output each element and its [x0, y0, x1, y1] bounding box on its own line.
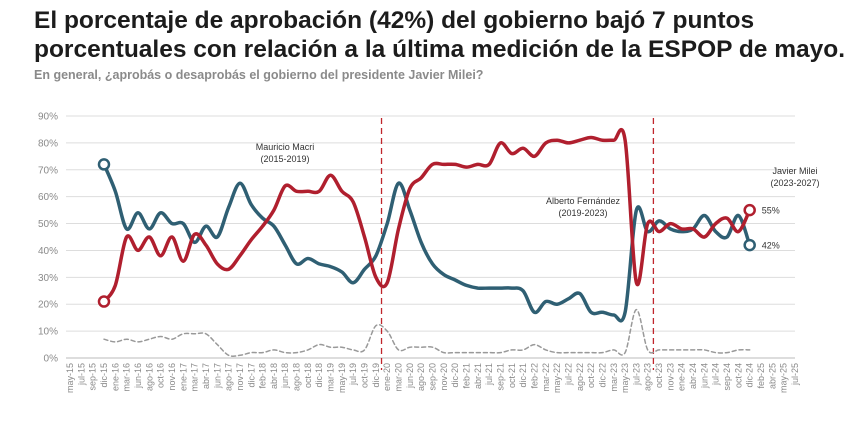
x-tick-label: jul-19 — [348, 363, 358, 386]
term-annotation-line: Javier Milei — [772, 166, 817, 176]
term-annotation-line: Mauricio Macri — [256, 142, 315, 152]
y-tick-label: 70% — [38, 165, 58, 176]
y-tick-label: 50% — [38, 219, 58, 230]
term-annotation-line: (2023-2027) — [770, 178, 819, 188]
nsnc-series-line — [103, 308, 751, 357]
x-tick-label: sep-21 — [495, 363, 505, 391]
x-tick-label: feb-18 — [258, 363, 268, 389]
x-tick-label: jul-22 — [563, 363, 573, 386]
y-tick-label: 60% — [38, 192, 58, 203]
x-tick-label: abr-18 — [269, 363, 279, 389]
chart-subtitle: En general, ¿aprobás o desaprobás el gob… — [34, 68, 484, 82]
approve-end-marker — [743, 238, 756, 252]
approve-end-marker — [97, 158, 111, 171]
y-tick-label: 10% — [38, 327, 58, 338]
x-tick-label: jul-25 — [790, 363, 800, 386]
x-tick-label: jun-17 — [212, 363, 222, 389]
x-tick-label: oct-24 — [733, 363, 743, 388]
y-axis-tick-labels: 0% 10% 20% 30% 40% 50% 60% 70% 80% 90% — [38, 112, 58, 365]
x-tick-label: dic-19 — [371, 363, 381, 388]
x-tick-label: dic-15 — [99, 363, 109, 388]
x-tick-label: ago-17 — [224, 363, 234, 391]
x-tick-label: may-23 — [620, 363, 630, 393]
disapprove-series-line — [102, 127, 752, 304]
gridlines — [66, 115, 795, 359]
x-tick-label: dic-21 — [518, 363, 528, 388]
x-tick-label: ene-24 — [677, 363, 687, 391]
x-tick-label: oct-19 — [360, 363, 370, 388]
x-tick-label: sep-20 — [428, 363, 438, 391]
x-tick-label: may-22 — [552, 363, 562, 393]
x-tick-label: feb-22 — [529, 363, 539, 389]
x-tick-label: jun-18 — [280, 363, 290, 389]
x-tick-label: mar-22 — [541, 363, 551, 392]
x-tick-label: oct-21 — [507, 363, 517, 388]
x-tick-label: feb-25 — [756, 363, 766, 389]
x-tick-label: jul-24 — [711, 363, 721, 386]
x-tick-label: ago-18 — [292, 363, 302, 391]
x-tick-label: oct-23 — [654, 363, 664, 388]
y-tick-label: 40% — [38, 246, 58, 257]
x-tick-label: may-25 — [779, 363, 789, 393]
approve-value-label: 42% — [762, 241, 780, 251]
x-tick-label: dic-20 — [450, 363, 460, 388]
term-annotation-line: (2015-2019) — [260, 154, 309, 164]
x-tick-label: ene-16 — [110, 363, 120, 391]
x-tick-label: mar-19 — [326, 363, 336, 392]
x-tick-label: jun-16 — [133, 363, 143, 389]
x-tick-label: mar-17 — [190, 363, 200, 392]
x-tick-label: dic-24 — [745, 363, 755, 388]
x-tick-label: nov-16 — [167, 363, 177, 391]
x-tick-label: oct-16 — [156, 363, 166, 388]
chart-title: El porcentaje de aprobación (42%) del go… — [34, 7, 846, 63]
x-tick-label: dic-17 — [246, 363, 256, 388]
x-tick-label: may-15 — [65, 363, 75, 393]
x-tick-label: nov-23 — [665, 363, 675, 391]
x-tick-label: mar-23 — [609, 363, 619, 392]
x-tick-label: sep-15 — [88, 363, 98, 391]
x-tick-label: ene-20 — [382, 363, 392, 391]
y-tick-label: 90% — [38, 112, 58, 123]
x-tick-label: abr-24 — [688, 363, 698, 389]
series-end-markers: 42% 55% — [97, 158, 780, 308]
x-tick-label: ago-23 — [643, 363, 653, 391]
x-tick-label: jul-15 — [76, 363, 86, 386]
x-tick-label: ago-22 — [575, 363, 585, 391]
x-tick-label: sep-24 — [722, 363, 732, 391]
x-tick-label: jul-23 — [631, 363, 641, 386]
x-tick-label: abr-25 — [767, 363, 777, 389]
disapprove-end-marker — [743, 203, 756, 217]
x-tick-label: may-19 — [337, 363, 347, 393]
x-tick-label: oct-22 — [586, 363, 596, 388]
x-tick-label: nov-17 — [235, 363, 245, 391]
approve-series-line — [102, 162, 752, 323]
y-tick-label: 0% — [44, 354, 59, 365]
x-tick-label: abr-21 — [473, 363, 483, 389]
y-tick-label: 20% — [38, 300, 58, 311]
x-tick-label: jun-20 — [405, 363, 415, 389]
disapprove-value-label: 55% — [762, 206, 780, 216]
term-annotation-line: Alberto Fernández — [546, 196, 621, 206]
x-tick-label: feb-21 — [461, 363, 471, 389]
disapprove-end-marker — [97, 295, 111, 308]
x-tick-label: dic-22 — [597, 363, 607, 388]
y-tick-label: 30% — [38, 273, 58, 284]
term-annotations: Mauricio Macri (2015-2019) Alberto Fernánd… — [256, 142, 820, 218]
x-tick-label: ago-20 — [416, 363, 426, 391]
x-tick-label: abr-17 — [201, 363, 211, 389]
data-series — [102, 127, 752, 357]
x-tick-label: ago-16 — [144, 363, 154, 391]
x-tick-label: oct-18 — [303, 363, 313, 388]
x-tick-label: jun-24 — [699, 363, 709, 389]
term-annotation-line: (2019-2023) — [558, 208, 607, 218]
x-tick-label: jul-21 — [484, 363, 494, 386]
x-tick-label: dic-18 — [314, 363, 324, 388]
x-tick-label: ene-17 — [178, 363, 188, 391]
x-tick-label: nov-20 — [439, 363, 449, 391]
x-tick-label: mar-16 — [122, 363, 132, 392]
x-tick-label: mar-20 — [394, 363, 404, 392]
y-tick-label: 80% — [38, 138, 58, 149]
x-axis-tick-labels: may-15 jul-15 sep-15 dic-15 ene-16 mar-16 jun-… — [65, 363, 800, 393]
